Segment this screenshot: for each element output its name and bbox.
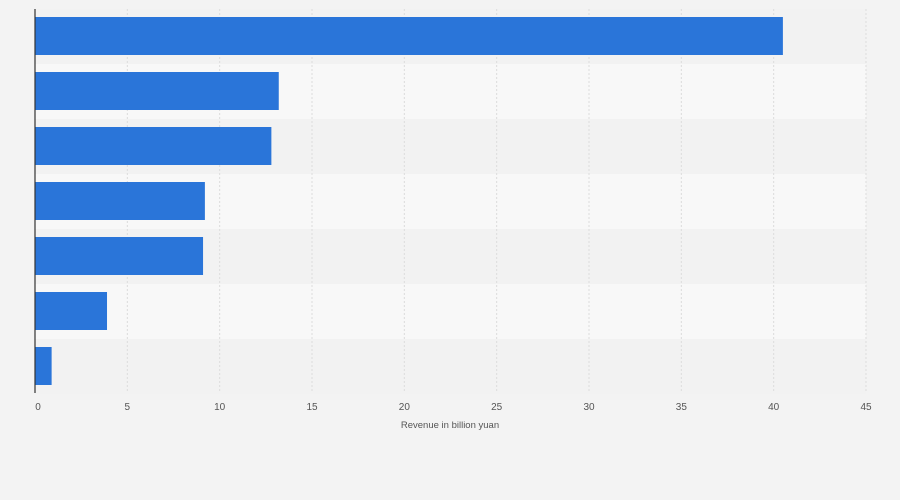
x-tick-label: 20 xyxy=(399,402,411,413)
x-tick-label: 10 xyxy=(214,402,226,413)
x-tick-labels: 0 5 10 15 20 25 30 35 40 45 xyxy=(35,402,872,413)
x-tick-label: 5 xyxy=(125,402,131,413)
row-band xyxy=(35,284,866,339)
bar xyxy=(35,72,279,110)
bar xyxy=(35,127,272,165)
x-tick-label: 0 xyxy=(35,402,41,413)
x-tick-label: 40 xyxy=(768,402,780,413)
x-tick-label: 15 xyxy=(306,402,318,413)
bar xyxy=(35,182,205,220)
bar xyxy=(35,347,52,385)
x-tick-label: 25 xyxy=(491,402,503,413)
bar xyxy=(35,237,204,275)
bars xyxy=(35,17,783,385)
x-tick-label: 45 xyxy=(860,402,872,413)
bar xyxy=(35,17,783,55)
bar xyxy=(35,292,108,330)
x-axis-title: Revenue in billion yuan xyxy=(401,420,499,431)
x-tick-label: 35 xyxy=(676,402,688,413)
row-band xyxy=(35,339,866,394)
x-tick-label: 30 xyxy=(583,402,595,413)
